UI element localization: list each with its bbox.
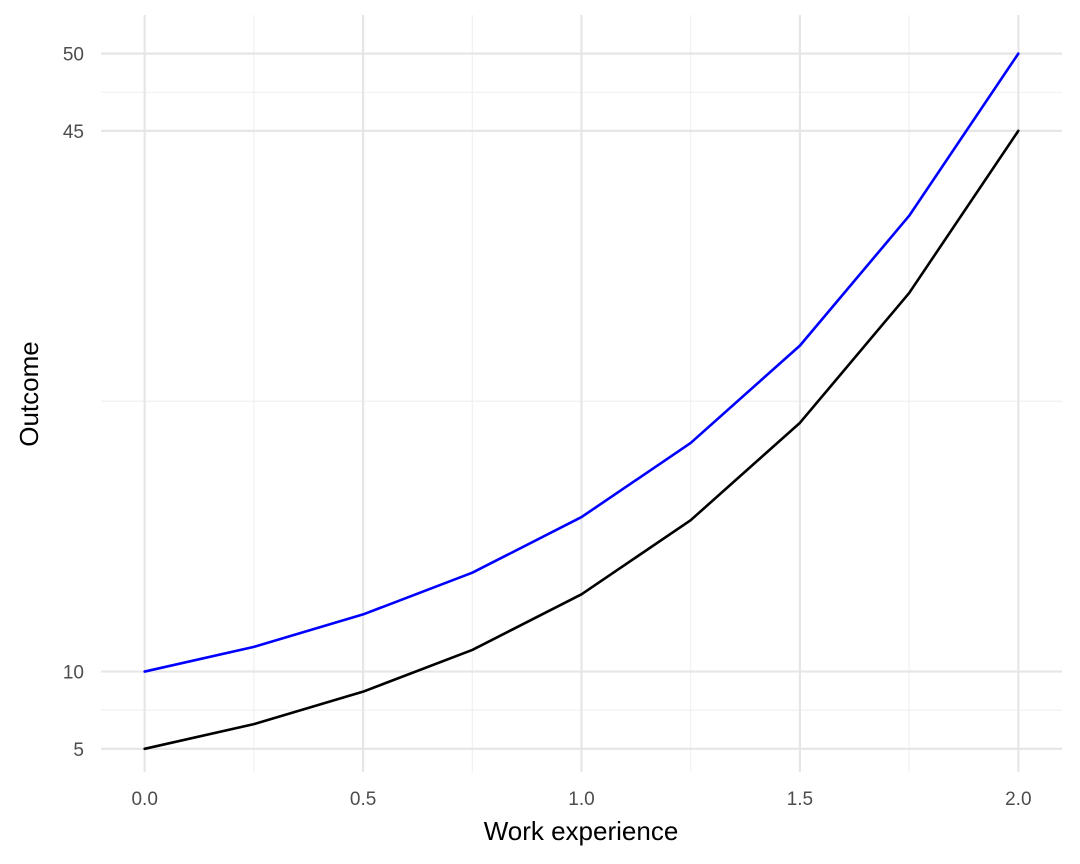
series-line-2 xyxy=(143,129,1020,751)
x-tick-labels: 0.0 0.5 1.0 1.5 2.0 xyxy=(131,789,1031,810)
series-layer xyxy=(143,52,1020,751)
x-axis-title: Work experience xyxy=(484,816,679,846)
y-tick-label: 50 xyxy=(63,45,84,66)
y-axis-title: Outcome xyxy=(14,341,44,447)
x-tick-label: 1.0 xyxy=(568,789,594,810)
y-tick-labels: 5 10 45 50 xyxy=(63,45,84,761)
x-tick-label: 2.0 xyxy=(1005,789,1031,810)
x-tick-label: 0.0 xyxy=(131,789,157,810)
y-tick-label: 45 xyxy=(63,122,84,143)
y-tick-label: 5 xyxy=(73,740,84,761)
major-gridlines-x xyxy=(143,15,1020,772)
series-line-1 xyxy=(143,52,1020,673)
x-tick-label: 1.5 xyxy=(787,789,813,810)
y-tick-label: 10 xyxy=(63,663,84,684)
major-gridlines-y xyxy=(101,52,1062,750)
x-tick-label: 0.5 xyxy=(350,789,376,810)
